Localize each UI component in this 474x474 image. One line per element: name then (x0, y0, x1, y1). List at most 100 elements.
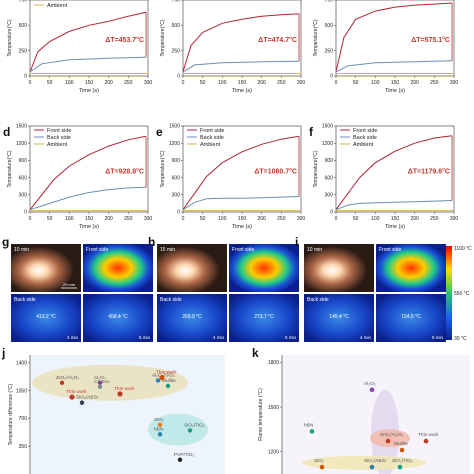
x-axis-label: Time (s) (79, 88, 99, 94)
legend-label: Back side (200, 135, 224, 141)
temperature-panel-1: 0 250 500 750 0 50 100 150 200 250 300 Time (s) Temp… (7, 0, 152, 94)
front-thermal (376, 244, 446, 292)
data-point-label: ZrO₂/Al₂O₃ (380, 432, 403, 438)
y-tick-label: 700 (19, 416, 28, 422)
x-tick-label: 100 (371, 216, 380, 222)
data-point-label: Al₂O₃/SiO₂ (152, 372, 175, 378)
x-tick-label: 250 (277, 80, 286, 86)
data-point-label: This work (114, 386, 135, 392)
y-axis-label: Temperature(°C) (7, 19, 13, 56)
legend-label: Front side (47, 128, 71, 134)
y-tick-label: 350 (19, 444, 28, 450)
back-thermal-2 (376, 294, 446, 342)
legend-label: Back side (47, 135, 71, 141)
data-point (97, 384, 103, 389)
back-thermal-1 (304, 294, 374, 342)
x-tick-label: 50 (47, 80, 53, 86)
y-tick-label: 900 (325, 158, 334, 164)
y-tick-label: 750 (325, 0, 334, 4)
x-tick-label: 300 (144, 80, 153, 86)
x-tick-label: 0 (335, 216, 338, 222)
back-temp-2: 273.7 °C (254, 314, 274, 320)
back-thermal-2 (229, 294, 299, 342)
x-tick-label: 250 (124, 80, 133, 86)
thermal-photo-g: 10 min Front side 20 mm Back side 413.2 °C 4 … (2, 235, 153, 342)
data-point-label: Al₂O₃ (94, 375, 106, 381)
x-tick-label: 200 (410, 80, 419, 86)
x-tick-label: 100 (65, 80, 74, 86)
region-highlight (32, 364, 188, 401)
data-point-label: ZrO₂/Al₂O₃ (56, 375, 79, 381)
back-side-line (335, 200, 453, 211)
back-temp-2: 154.5 °C (401, 314, 421, 320)
legend-label: Front side (200, 128, 224, 134)
x-tick-label: 200 (410, 216, 419, 222)
legend-label: Front side (353, 128, 377, 134)
y-tick-label: 300 (19, 193, 28, 199)
data-point (155, 378, 161, 383)
region-highlight (370, 429, 410, 448)
data-point (369, 387, 375, 393)
scale-bar-label: 20 mm (63, 282, 76, 287)
data-point-label: SiO₂ (154, 417, 164, 423)
x-tick-label: 150 (85, 216, 94, 222)
front-side-label: Front side (86, 247, 108, 253)
x-tick-label: 0 (29, 80, 32, 86)
data-point (369, 464, 375, 470)
data-point-label: hBN (154, 426, 164, 432)
front-side-line (182, 135, 300, 210)
x-tick-label: 300 (450, 80, 459, 86)
x-tick-label: 300 (144, 216, 153, 222)
legend-label: Ambient (47, 142, 68, 148)
y-tick-label: 750 (19, 0, 28, 4)
thermal-photo-i: 10 min Front side Back side 145.4 °C 4 min 15… (295, 235, 446, 342)
photo-time: 10 min (14, 247, 29, 253)
x-axis-label: Time (s) (79, 224, 99, 230)
data-point (97, 380, 103, 385)
flame-photo (304, 244, 374, 292)
y-tick-label: 250 (172, 48, 181, 54)
y-tick-label: 0 (177, 210, 180, 216)
data-point (319, 464, 325, 470)
data-point (157, 432, 163, 437)
delta-t-label: ΔT=453.7°C (105, 36, 144, 44)
data-point (423, 438, 429, 444)
y-tick-label: 1500 (169, 124, 180, 130)
x-tick-label: 150 (391, 80, 400, 86)
front-side-line (335, 135, 453, 210)
front-thermal (83, 244, 153, 292)
x-axis-label: Time (s) (385, 224, 405, 230)
y-tick-label: 0 (177, 74, 180, 80)
data-point (159, 375, 165, 381)
legend-label: Back side (353, 135, 377, 141)
back-temp-1: 145.4 °C (329, 314, 349, 320)
x-tick-label: 0 (335, 80, 338, 86)
back-thermal-1 (157, 294, 227, 342)
data-point (399, 447, 405, 453)
y-tick-label: 0 (24, 210, 27, 216)
y-tick-label: 500 (325, 23, 334, 29)
photo-time: 10 min (307, 247, 322, 253)
data-point (385, 438, 391, 444)
colorbar: 1100 °C 550 °C 30 °C (446, 246, 472, 342)
x-tick-label: 150 (238, 216, 247, 222)
y-tick-label: 0 (330, 74, 333, 80)
panel-letter: d (3, 125, 10, 139)
back-side-line (182, 60, 300, 73)
x-tick-label: 0 (182, 80, 185, 86)
x-axis-label: Time (s) (232, 224, 252, 230)
y-tick-label: 500 (172, 23, 181, 29)
data-point (59, 380, 65, 385)
back-side-label: Back side (160, 297, 182, 303)
x-tick-label: 50 (200, 216, 206, 222)
y-tick-label: 1200 (268, 449, 279, 455)
data-point (157, 422, 163, 428)
data-point-label: Mullite (162, 378, 176, 384)
flame-photo (157, 244, 227, 292)
data-point-label: SiO₂/TiO₂ (392, 458, 413, 464)
back-temp-2: 458.4 °C (108, 314, 128, 320)
y-tick-label: 600 (19, 175, 28, 181)
photo-time: 15 min (160, 247, 175, 253)
y-tick-label: 250 (325, 48, 334, 54)
x-tick-label: 150 (238, 80, 247, 86)
